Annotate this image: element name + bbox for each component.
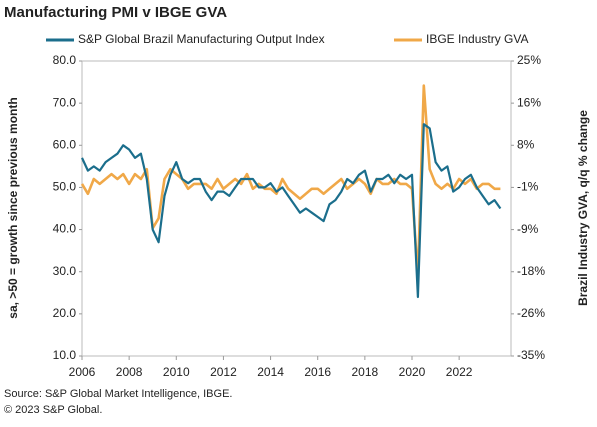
legend-label: S&P Global Brazil Manufacturing Output I… [78,32,325,46]
x-tick-label: 2020 [399,365,426,379]
y2-axis-label: Brazil Industry GVA, q/q % change [576,110,590,306]
y2-tick-label: -18% [517,264,545,278]
copyright: © 2023 S&P Global. [4,404,102,416]
y2-tick-label: -1% [517,180,539,194]
y-tick-label: 60.0 [53,137,77,151]
y-tick-label: 10.0 [53,348,77,362]
legend-label: IBGE Industry GVA [426,32,528,46]
x-tick-label: 2008 [116,365,143,379]
line-series [80,84,501,279]
y-tick-label: 30.0 [53,264,77,278]
y2-tick-label: 25% [517,53,541,67]
x-tick-label: 2012 [210,365,237,379]
x-tick-label: 2016 [304,365,331,379]
chart-title: Manufacturing PMI v IBGE GVA [4,4,227,21]
x-tick-label: 2022 [446,365,473,379]
y2-tick-label: -9% [517,222,539,236]
y-tick-label: 70.0 [53,95,77,109]
y2-tick-label: -35% [517,348,545,362]
line-series [81,123,502,299]
y-tick-label: 20.0 [53,306,77,320]
y2-tick-label: 16% [517,95,541,109]
x-tick-label: 2014 [257,365,284,379]
x-tick-label: 2006 [69,365,96,379]
y-tick-label: 50.0 [53,180,77,194]
source: Source: S&P Global Market Intelligence, … [4,388,232,400]
y-tick-label: 80.0 [53,53,77,67]
x-tick-label: 2018 [352,365,379,379]
y2-tick-label: 8% [517,137,535,151]
y2-tick-label: -26% [517,306,545,320]
y-axis-label: sa, >50 = growth since previous month [6,97,20,318]
x-tick-label: 2010 [163,365,190,379]
plot-frame [81,60,512,357]
y-tick-label: 40.0 [53,222,77,236]
